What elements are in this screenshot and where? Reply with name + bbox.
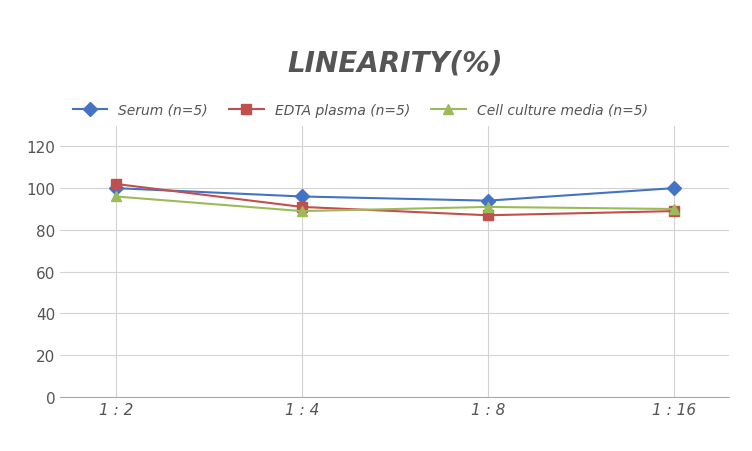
Serum (n=5) (297, 194, 306, 200)
Cell culture media (n=5) (484, 205, 493, 210)
EDTA plasma (n=5) (297, 205, 306, 210)
Serum (n=5) (111, 186, 120, 191)
Serum (n=5) (669, 186, 678, 191)
Cell culture media (n=5) (297, 209, 306, 214)
EDTA plasma (n=5) (111, 182, 120, 187)
Cell culture media (n=5) (669, 207, 678, 212)
EDTA plasma (n=5) (484, 213, 493, 218)
Line: Serum (n=5): Serum (n=5) (111, 184, 678, 206)
Serum (n=5) (484, 198, 493, 204)
Line: EDTA plasma (n=5): EDTA plasma (n=5) (111, 179, 678, 221)
EDTA plasma (n=5) (669, 209, 678, 214)
Cell culture media (n=5) (111, 194, 120, 200)
Legend: Serum (n=5), EDTA plasma (n=5), Cell culture media (n=5): Serum (n=5), EDTA plasma (n=5), Cell cul… (67, 98, 653, 123)
Line: Cell culture media (n=5): Cell culture media (n=5) (111, 192, 678, 216)
Title: LINEARITY(%): LINEARITY(%) (287, 49, 502, 77)
